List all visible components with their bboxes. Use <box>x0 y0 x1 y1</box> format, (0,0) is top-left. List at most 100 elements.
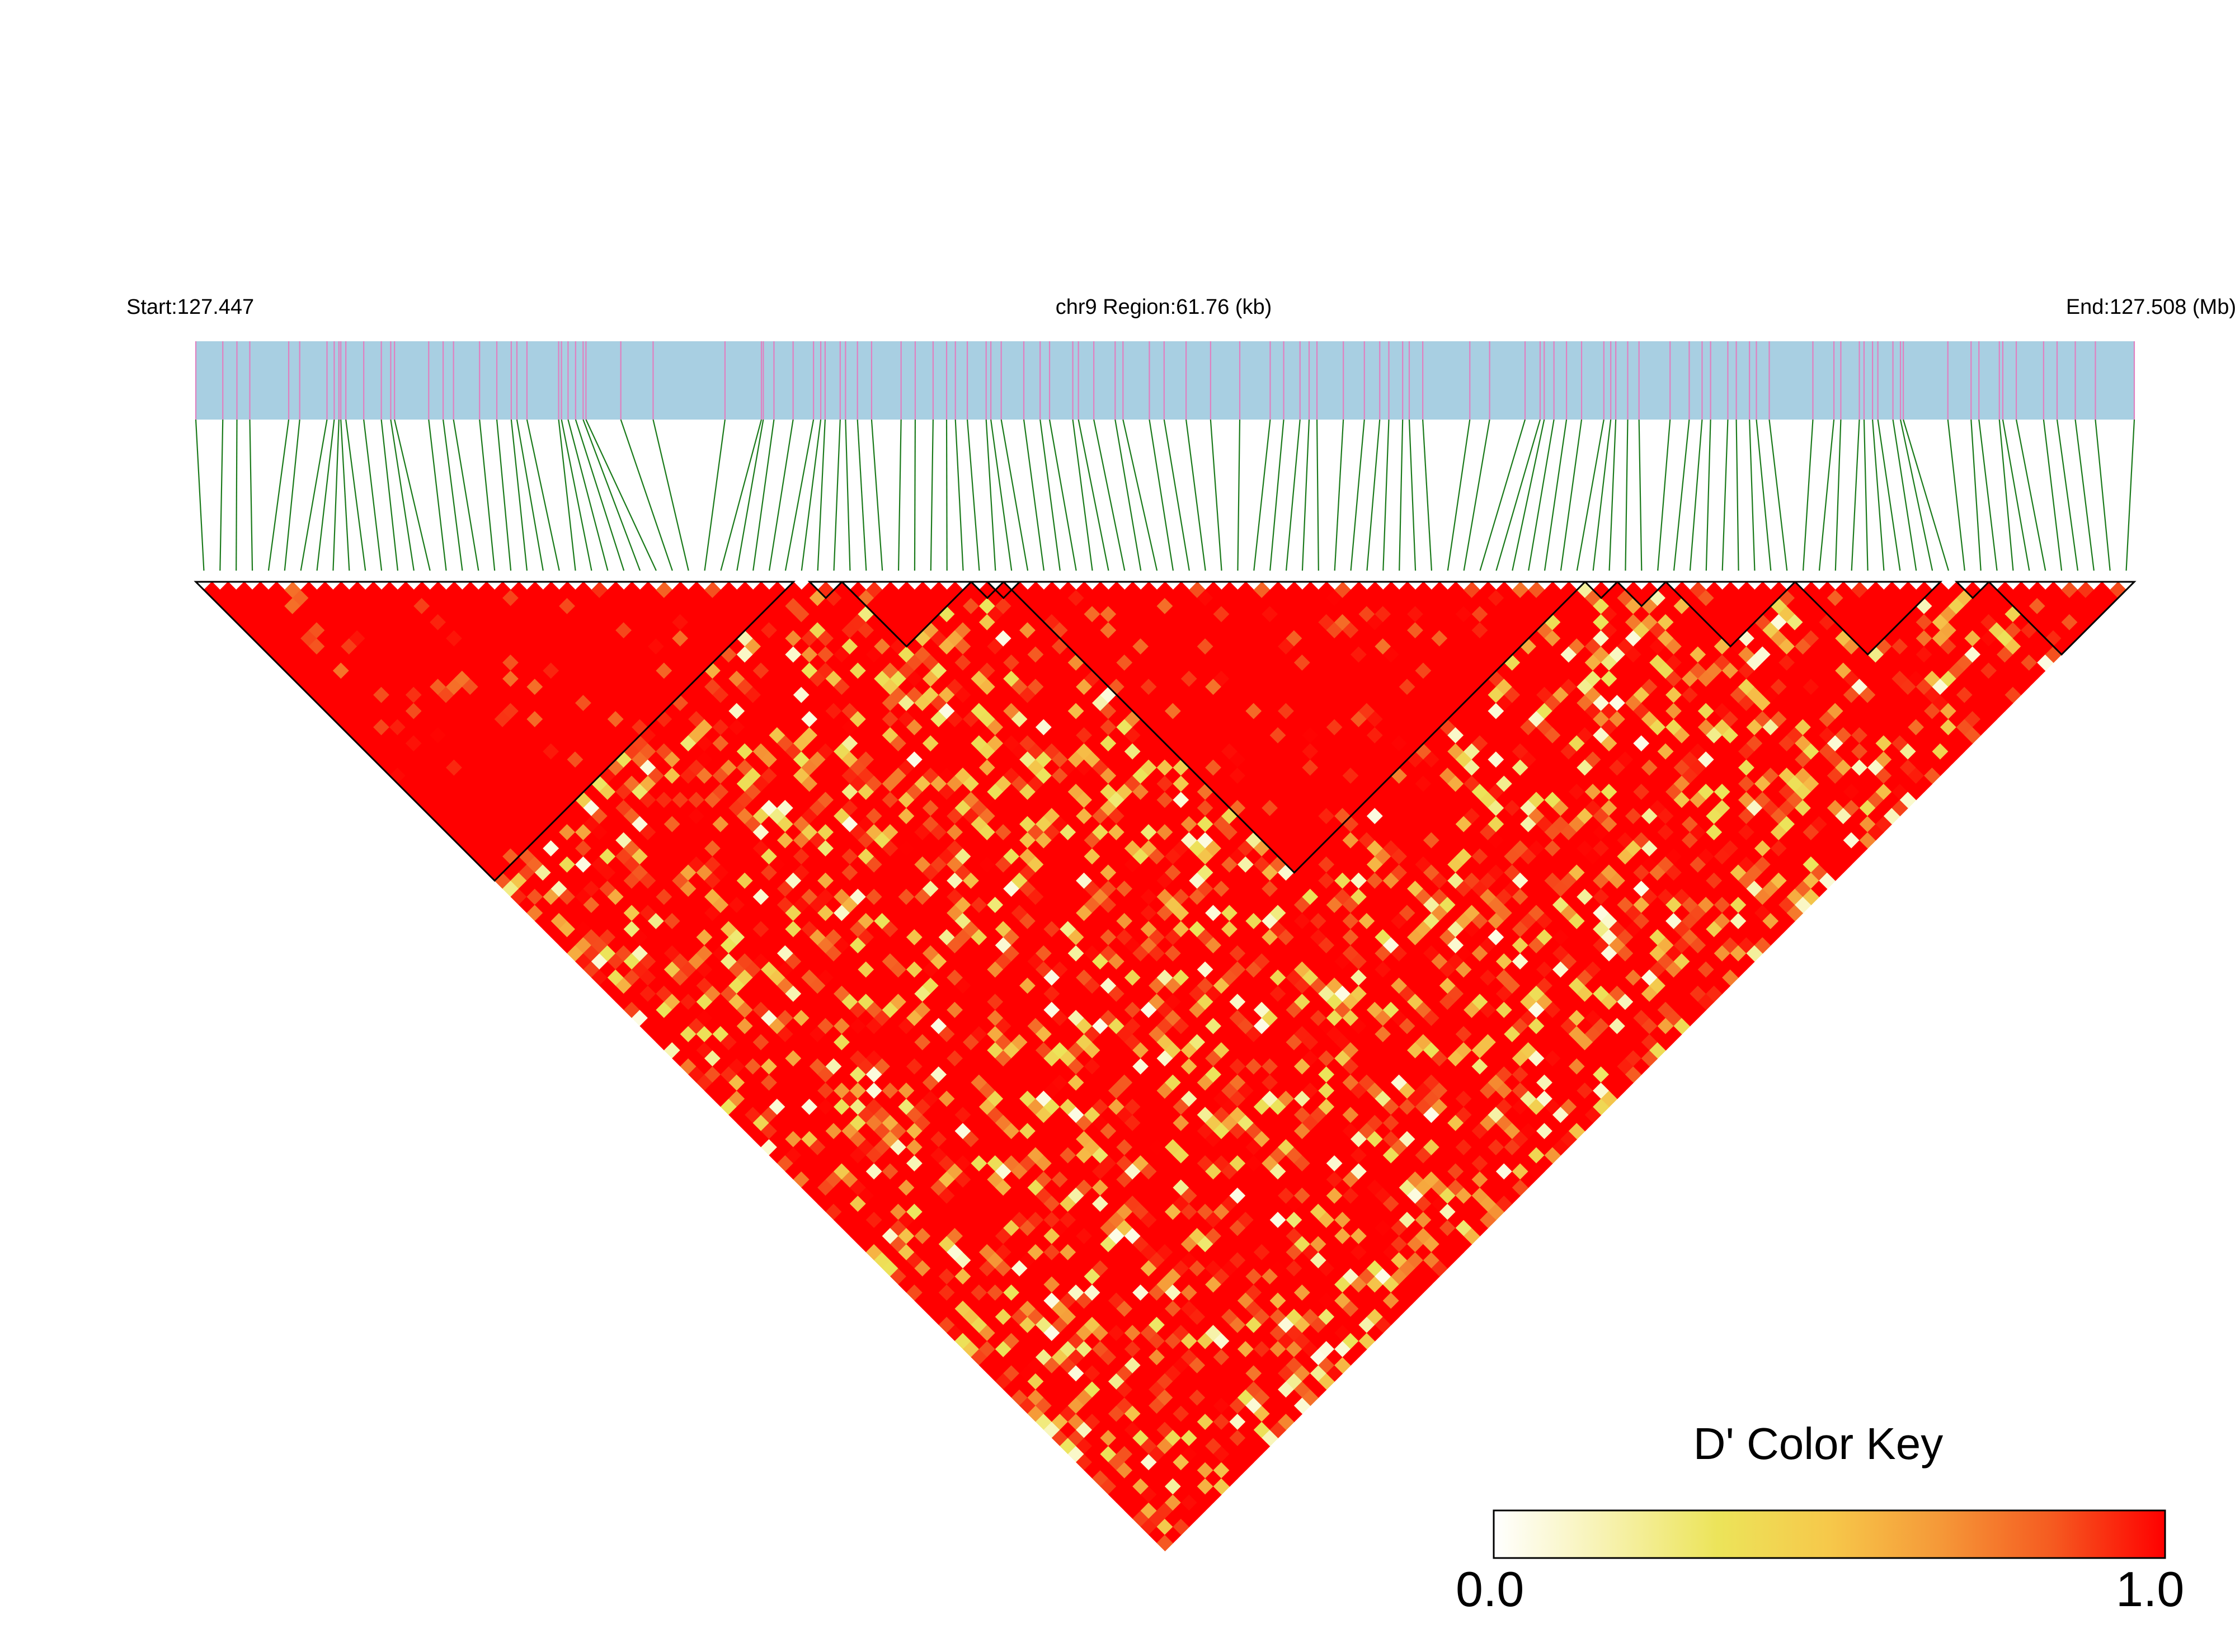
ld-cell <box>728 1058 746 1075</box>
ld-cell <box>680 1025 697 1043</box>
ld-cell <box>1060 904 1077 921</box>
ld-cell <box>1149 1074 1166 1091</box>
ld-cell <box>1003 1348 1020 1366</box>
ld-cell <box>712 1009 730 1027</box>
ld-cell <box>421 735 439 752</box>
ld-cell <box>777 1058 794 1075</box>
ld-cell <box>914 581 931 599</box>
ld-cell <box>688 807 705 825</box>
ld-cell <box>1043 1227 1061 1245</box>
ld-cell <box>1164 1074 1182 1091</box>
ld-cell <box>1091 1308 1109 1325</box>
ld-cell <box>1237 1001 1254 1019</box>
ld-cell <box>1100 1381 1117 1398</box>
ld-cell <box>1011 1389 1028 1406</box>
ld-cell <box>1091 807 1109 825</box>
ld-cell <box>1100 1155 1117 1172</box>
ld-cell <box>938 718 956 736</box>
ld-cell <box>841 961 859 978</box>
ld-cell <box>1051 864 1069 881</box>
ld-cell <box>930 743 948 760</box>
ld-cell <box>1302 1098 1319 1116</box>
ld-cell <box>1286 1066 1303 1083</box>
ld-cell <box>1253 888 1271 906</box>
ld-cell <box>647 993 665 1010</box>
ld-cell <box>1213 1122 1230 1140</box>
ld-cell <box>664 718 681 736</box>
snp-connector <box>1366 419 1381 571</box>
ld-cell <box>785 646 802 663</box>
ld-cell <box>1149 1090 1166 1108</box>
ld-cell <box>276 638 293 655</box>
ld-cell <box>736 1033 754 1051</box>
ld-cell <box>793 589 810 606</box>
ld-cell <box>1495 1114 1513 1132</box>
ld-cell <box>1116 864 1133 881</box>
ld-cell <box>550 702 568 720</box>
ld-cell <box>413 775 431 792</box>
ld-cell <box>1479 1082 1497 1099</box>
ld-cell <box>777 1106 794 1123</box>
ld-cell <box>1060 936 1077 954</box>
ld-cell <box>1180 831 1198 849</box>
ld-cell <box>421 702 439 720</box>
ld-cell <box>962 1324 980 1342</box>
ld-cell <box>736 856 754 873</box>
ld-cell <box>1019 1284 1037 1301</box>
ld-cell <box>1003 1235 1020 1253</box>
ld-cell <box>1019 1009 1037 1027</box>
ld-cell <box>971 1171 988 1188</box>
ld-cell <box>1116 1219 1133 1237</box>
ld-cell <box>1091 694 1109 712</box>
ld-cell <box>526 597 544 615</box>
ld-cell <box>1003 783 1020 801</box>
ld-cell <box>1293 977 1311 994</box>
ld-cell <box>1197 1009 1214 1027</box>
ld-cell <box>1019 1316 1037 1334</box>
ld-cell <box>639 759 657 776</box>
ld-cell <box>922 912 939 930</box>
ld-cell <box>1011 1308 1028 1325</box>
ld-cell <box>745 638 762 655</box>
ld-cell <box>922 1251 939 1269</box>
ld-cell <box>607 743 624 760</box>
ld-cell <box>947 727 964 744</box>
ld-cell <box>858 1042 875 1059</box>
ld-cell <box>1342 1122 1359 1140</box>
ld-cell <box>1310 1074 1327 1091</box>
ld-cell <box>1019 1090 1037 1108</box>
ld-cell <box>769 630 786 647</box>
ld-cell <box>341 589 358 606</box>
ld-cell <box>1140 969 1158 986</box>
ld-cell <box>898 1033 915 1051</box>
ld-cell <box>599 767 617 784</box>
ld-cell <box>672 872 689 889</box>
ld-cell <box>954 1235 972 1253</box>
ld-cell <box>858 961 875 978</box>
ld-cell <box>470 638 487 655</box>
ld-cell <box>769 1066 786 1083</box>
ld-cell <box>898 1179 915 1196</box>
ld-cell <box>1205 1098 1222 1116</box>
ld-cell <box>865 856 883 873</box>
ld-cell <box>1213 993 1230 1010</box>
ld-cell <box>947 694 964 712</box>
ld-cell <box>1019 1364 1037 1382</box>
ld-cell <box>858 605 875 623</box>
ld-cell <box>1076 936 1093 954</box>
ld-cell <box>1334 985 1352 1003</box>
ld-cell <box>656 888 673 906</box>
ld-cell <box>1197 993 1214 1010</box>
ld-cell <box>995 1292 1012 1309</box>
ld-cell <box>1124 1437 1141 1455</box>
ld-cell <box>752 759 770 776</box>
ld-cell <box>1253 1066 1271 1083</box>
ld-cell <box>898 727 915 744</box>
ld-cell <box>922 961 939 978</box>
ld-cell <box>1035 1106 1052 1123</box>
snp-connector <box>1301 419 1310 571</box>
ld-cell <box>696 702 713 720</box>
ld-cell <box>922 654 939 671</box>
ld-cell <box>413 678 431 695</box>
ld-cell <box>688 985 705 1003</box>
